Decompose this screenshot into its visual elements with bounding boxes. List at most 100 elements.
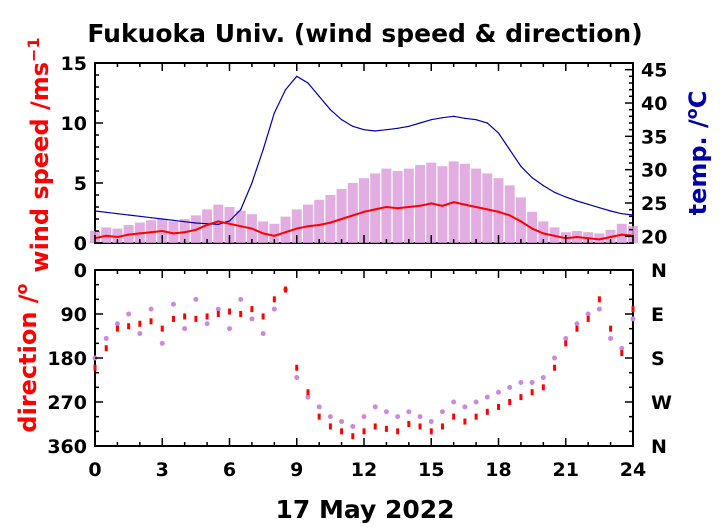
temperature-point [105,211,107,213]
temperature-point [374,130,376,132]
direction-tick-label: 360 [47,436,87,458]
direction-sample-point [350,423,356,429]
direction-mean-point [205,313,209,320]
wind-speed-point [239,225,242,228]
direction-mean-point [284,286,288,293]
wind-speed-point [497,210,500,213]
temperature-point [318,95,320,97]
direction-sample-point [608,335,614,341]
temperature-point [363,129,365,131]
direction-tick-label: 270 [47,392,87,414]
direction-sample-point [428,419,434,425]
wind-speed-point [385,206,388,208]
direction-mean-point [553,364,557,371]
x-tick-label: 24 [620,459,646,481]
wind-speed-point [598,238,601,241]
y2-tick-label: 45 [641,60,667,82]
wind-speed-point [396,207,399,210]
direction-sample-point [305,394,311,400]
wind-speed-point [228,222,231,225]
direction-mean-point [351,433,355,440]
wind-speed-point [508,214,511,217]
direction-mean-series [93,286,635,440]
direction-sample-point [170,301,176,307]
direction-sample-point [249,316,255,322]
direction-sample-point [327,414,333,420]
gust-bar [471,168,482,243]
direction-sample-point [227,326,232,332]
direction-tick-label: 180 [47,348,87,370]
wind-speed-point [138,232,141,235]
gust-bar [325,195,336,243]
y2-tick-label: 40 [641,93,667,115]
direction-mean-point [396,428,400,435]
direction-mean-point [631,306,635,313]
direction-mean-point [127,323,131,330]
temperature-point [419,122,421,124]
wind-speed-point [531,227,534,230]
temperature-point [273,112,275,114]
direction-mean-point [138,320,142,327]
temperature-point [184,221,186,223]
direction-mean-point [340,428,344,435]
wind-speed-point [318,224,321,226]
compass-tick-label: E [651,304,664,326]
gust-bar [202,209,213,243]
direction-mean-point [384,425,388,432]
gust-bar [415,165,426,243]
gust-bar [336,189,347,243]
direction-mean-point [328,423,332,430]
direction-mean-point [115,325,119,332]
direction-mean-point [272,296,276,303]
compass-tick-label: N [651,260,667,282]
temperature-point [632,214,634,216]
gust-bar [594,233,605,243]
y-tick-label: 10 [61,113,87,135]
direction-mean-point [250,306,254,313]
compass-tick-label: N [651,436,667,458]
temperature-point [464,117,466,119]
direction-tick-label: 90 [61,304,87,326]
temperature-point [408,125,410,127]
direction-sample-point [630,316,636,322]
temperature-point [195,222,197,224]
direction-mean-point [104,345,108,352]
wind-speed-series [94,201,634,241]
temperature-point [139,215,141,217]
temperature-point [385,129,388,131]
gust-bar [224,207,235,243]
gust-bar [538,221,549,243]
y-tick-label: 15 [61,53,87,75]
direction-sample-point [496,389,501,395]
wind-speed-point [463,203,466,206]
direction-sample-point [395,414,401,420]
y2-tick-label: 35 [641,126,667,148]
wind-speed-point [306,225,309,228]
direction-sample-point [563,335,569,341]
wind-speed-point [430,202,433,205]
x-axis-label: 17 May 2022 [275,495,454,524]
direction-sample-point [193,296,199,302]
direction-sample-point [372,404,378,410]
direction-mean-point [620,350,624,357]
y2-tick-label: 30 [641,160,667,182]
temperature-point [453,115,455,117]
direction-sample-point [238,296,244,302]
wind-speed-point [150,231,153,234]
temperature-point [509,149,511,151]
wind-speed-point [217,220,220,223]
direction-sample-point [529,379,535,385]
direction-sample-point [294,375,300,381]
gust-bar [527,211,538,243]
direction-mean-point [564,340,568,347]
temperature-point [598,207,600,209]
gust-bar [280,216,291,243]
gust-bar [168,221,179,243]
direction-mean-point [418,423,422,430]
direction-sample-point [406,409,412,415]
direction-mean-point [474,413,478,420]
direction-mean-point [93,364,97,371]
wind-speed-axis-label: wind speed /ms−1 [24,37,54,272]
gust-bar [347,183,358,243]
temperature-point [441,117,444,119]
